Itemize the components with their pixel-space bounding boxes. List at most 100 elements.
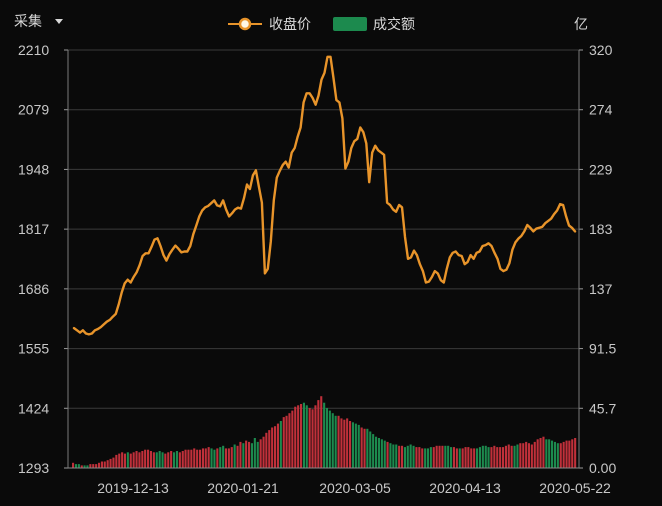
volume-bar [190, 449, 193, 468]
volume-bar [559, 443, 562, 468]
volume-bar [565, 440, 568, 468]
volume-bars [72, 396, 577, 468]
volume-bar [103, 461, 106, 468]
volume-bar [502, 447, 505, 468]
volume-bar [487, 447, 490, 468]
volume-bar [516, 444, 519, 468]
volume-bar [354, 423, 357, 468]
volume-bar [357, 424, 360, 468]
volume-bar [504, 445, 507, 468]
volume-bar [510, 445, 513, 468]
volume-bar [239, 441, 242, 468]
volume-bar [126, 452, 129, 468]
volume-bar [233, 444, 236, 468]
volume-bar [476, 448, 479, 468]
volume-bar [421, 448, 424, 468]
volume-bar [467, 447, 470, 468]
volume-bar [458, 448, 461, 468]
x-tick-label: 2020-04-13 [429, 480, 501, 496]
volume-bar [522, 443, 525, 468]
volume-bar [380, 439, 383, 468]
volume-bar [574, 438, 577, 468]
volume-bar [311, 409, 314, 468]
volume-bar [438, 445, 441, 468]
volume-bar [276, 423, 279, 468]
volume-bar [115, 454, 118, 468]
volume-bar [553, 441, 556, 468]
volume-bar [112, 457, 115, 468]
volume-bar [351, 422, 354, 468]
volume-bar [207, 447, 210, 468]
volume-bar [320, 396, 323, 468]
volume-bar [72, 462, 75, 468]
y-tick-label-right: 91.5 [589, 341, 616, 357]
volume-bar [98, 462, 101, 468]
volume-bar [300, 404, 303, 468]
y-tick-label-left: 1555 [18, 341, 49, 357]
y-tick-label-right: 0.00 [589, 460, 616, 476]
y-tick-label-right: 229 [589, 161, 613, 177]
unit-label: 亿 [574, 17, 588, 33]
volume-bar [256, 441, 259, 468]
volume-bar [403, 447, 406, 468]
volume-bar [222, 445, 225, 468]
volume-bar [398, 445, 401, 468]
volume-bar [224, 448, 227, 468]
volume-bar [138, 452, 141, 468]
volume-bar [444, 445, 447, 468]
volume-bar [161, 452, 164, 468]
volume-bar [109, 458, 112, 468]
y-tick-label-left: 1293 [18, 460, 49, 476]
volume-bar [219, 447, 222, 468]
volume-bar [571, 439, 574, 468]
volume-bar [83, 465, 86, 468]
volume-bar [265, 432, 268, 468]
volume-bar [568, 440, 571, 468]
volume-bar [545, 439, 548, 468]
legend-volume-swatch-icon [333, 17, 367, 31]
volume-bar [193, 448, 196, 468]
volume-bar [268, 430, 271, 468]
volume-bar [317, 400, 320, 468]
legend-close-label: 收盘价 [269, 16, 311, 33]
volume-bar [383, 440, 386, 468]
y-tick-label-left: 2210 [18, 42, 49, 58]
volume-bar [346, 418, 349, 468]
y-tick-label-right: 137 [589, 281, 613, 297]
volume-bar [401, 445, 404, 468]
volume-bar [496, 447, 499, 468]
volume-bar [227, 448, 230, 468]
dropdown-label[interactable]: 采集 [14, 13, 42, 30]
volume-bar [178, 452, 181, 468]
volume-bar [74, 464, 77, 468]
volume-bar [325, 408, 328, 468]
volume-bar [452, 447, 455, 468]
volume-bar [152, 452, 155, 468]
y-tick-label-right: 45.7 [589, 400, 616, 416]
volume-bar [123, 453, 126, 468]
volume-bar [167, 452, 170, 468]
volume-bar [533, 441, 536, 468]
volume-bar [331, 413, 334, 468]
volume-bar [282, 417, 285, 468]
volume-bar [542, 436, 545, 468]
volume-bar [481, 445, 484, 468]
volume-bar [323, 402, 326, 468]
volume-bar [551, 440, 554, 468]
volume-bar [435, 445, 438, 468]
volume-bar [366, 428, 369, 468]
caret-down-icon[interactable] [55, 19, 63, 24]
y-tick-label-left: 2079 [18, 102, 49, 118]
volume-bar [314, 405, 317, 468]
volume-bar [470, 448, 473, 468]
volume-bar [170, 451, 173, 468]
volume-bar [274, 426, 277, 468]
volume-bar [426, 448, 429, 468]
volume-bar [340, 418, 343, 468]
x-tick-label: 2020-01-21 [207, 480, 279, 496]
volume-bar [389, 443, 392, 468]
volume-bar [441, 445, 444, 468]
volume-bar [89, 464, 92, 468]
legend: 收盘价 成交额 [228, 16, 415, 33]
